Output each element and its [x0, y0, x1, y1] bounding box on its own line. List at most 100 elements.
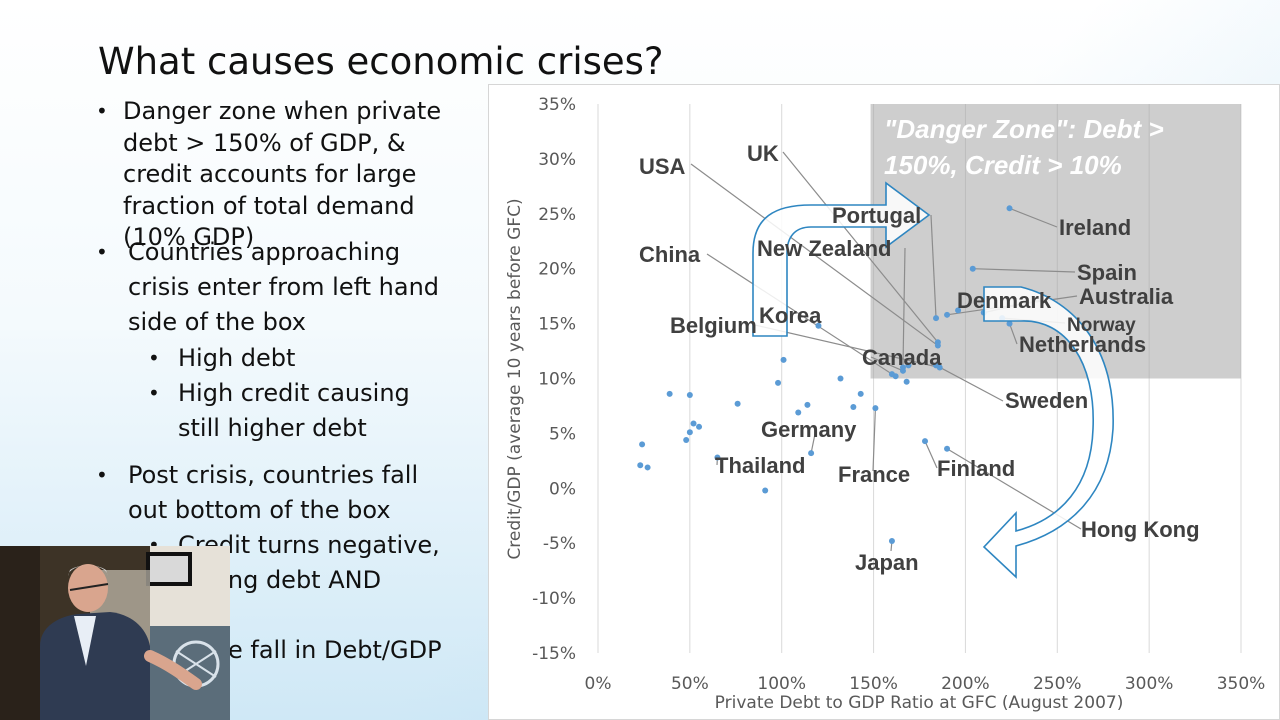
data-point-labeled: [933, 315, 940, 322]
bullet-text: High debt: [178, 344, 296, 372]
label-portugal: Portugal: [832, 203, 921, 228]
data-point: [683, 436, 690, 443]
data-point-labeled: [944, 311, 951, 318]
y-tick-label: -10%: [532, 589, 576, 609]
label-japan: Japan: [855, 550, 919, 575]
data-point: [639, 441, 646, 448]
scatter-chart: "Danger Zone": Debt > 150%, Credit > 10%…: [488, 84, 1280, 720]
leader-line: [924, 440, 938, 469]
bullet-dot-icon: •: [96, 99, 108, 123]
data-point: [837, 375, 844, 382]
axis-ticks: -15% -10% -5% 0% 5% 10% 15% 20% 25% 30% 35% 0% 50% 10…: [532, 95, 1265, 694]
label-france: France: [838, 462, 910, 487]
leader-line: [930, 214, 937, 319]
x-axis-label: Private Debt to GDP Ratio at GFC (August…: [715, 693, 1124, 713]
bullet-dot-icon: •: [148, 346, 160, 370]
label-ireland: Ireland: [1059, 215, 1131, 240]
data-point: [686, 429, 693, 436]
label-sweden: Sweden: [1005, 388, 1088, 413]
leader-line: [782, 151, 939, 343]
data-point-labeled: [714, 454, 721, 461]
data-point: [775, 379, 782, 386]
cycle-arrows: [752, 181, 1114, 579]
data-point-labeled: [815, 322, 822, 329]
y-tick-label: 25%: [538, 205, 576, 225]
leader-line: [902, 247, 906, 368]
data-point-labeled: [899, 367, 906, 374]
y-tick-label: 30%: [538, 150, 576, 170]
bullet-dot-icon: •: [148, 381, 160, 405]
data-point-labeled: [969, 265, 976, 272]
label-netherlands: Netherlands: [1019, 332, 1146, 357]
data-point: [955, 307, 962, 314]
y-tick-label: -5%: [543, 534, 576, 554]
x-tick-label: 50%: [671, 674, 709, 694]
data-points: [637, 205, 1013, 545]
presenter-video-icon: [0, 546, 230, 720]
x-tick-label: 100%: [757, 674, 806, 694]
y-tick-label: 10%: [538, 370, 576, 390]
data-point: [690, 420, 697, 427]
x-tick-label: 250%: [1033, 674, 1082, 694]
country-labels: Ireland Spain Denmark Australia Norway N…: [639, 141, 1200, 575]
bullet-dot-icon: •: [148, 533, 160, 557]
x-tick-label: 200%: [941, 674, 990, 694]
label-korea: Korea: [759, 303, 822, 328]
data-point: [903, 378, 910, 385]
danger-zone-label-line1: "Danger Zone": Debt >: [884, 114, 1164, 144]
y-axis-label: Credit/GDP (average 10 years before GFC): [505, 198, 525, 559]
leader-line: [706, 253, 893, 375]
y-tick-label: -15%: [532, 644, 576, 664]
y-tick-label: 35%: [538, 95, 576, 115]
data-point: [857, 390, 864, 397]
y-tick-label: 15%: [538, 315, 576, 335]
data-point: [734, 400, 741, 407]
data-point-labeled: [888, 371, 895, 378]
danger-zone-label-line2: 150%, Credit > 10%: [884, 150, 1122, 180]
y-tick-label: 0%: [549, 479, 576, 499]
label-finland: Finland: [937, 456, 1015, 481]
bullet-text: e fall in Debt/GDP: [228, 636, 442, 664]
label-new-zealand: New Zealand: [757, 236, 891, 261]
x-tick-label: 300%: [1125, 674, 1174, 694]
data-point-labeled: [934, 342, 941, 349]
label-uk: UK: [747, 141, 779, 166]
data-point-labeled: [922, 438, 929, 445]
data-point-labeled: [808, 450, 815, 457]
x-tick-label: 350%: [1217, 674, 1266, 694]
bullet-text: Danger zone when private debt > 150% of …: [123, 97, 442, 251]
webcam-overlay: [0, 546, 230, 720]
bullet-text: Post crisis, countries fall out bottom o…: [128, 461, 419, 524]
x-tick-label: 0%: [585, 674, 612, 694]
data-point-labeled: [933, 362, 940, 369]
label-australia: Australia: [1079, 284, 1174, 309]
leader-line: [810, 428, 817, 454]
data-point: [637, 462, 644, 469]
data-point-labeled: [1006, 320, 1013, 327]
label-china: China: [639, 242, 701, 267]
data-point: [666, 390, 673, 397]
leader-line: [972, 268, 1076, 273]
bullet-dot-icon: •: [96, 240, 108, 264]
bullet-dot-icon: •: [96, 463, 108, 487]
bullet-text: High credit causing still higher debt: [178, 379, 410, 442]
data-point: [780, 356, 787, 363]
leader-line: [935, 364, 1004, 402]
chart-canvas: "Danger Zone": Debt > 150%, Credit > 10%…: [505, 95, 1265, 713]
label-hong-kong: Hong Kong: [1081, 517, 1200, 542]
bullet-text: Countries approaching crisis enter from …: [128, 238, 440, 336]
data-point-labeled: [888, 538, 895, 545]
label-leader-lines: [690, 151, 1082, 552]
label-usa: USA: [639, 154, 686, 179]
data-point: [804, 401, 811, 408]
danger-zone: "Danger Zone": Debt > 150%, Credit > 10%: [870, 104, 1241, 379]
data-point-labeled: [944, 445, 951, 452]
data-point: [762, 487, 769, 494]
exit-arrow-icon: [982, 286, 1114, 579]
leader-line: [1008, 323, 1018, 345]
data-point: [905, 362, 912, 369]
entry-arrow-icon: [752, 181, 931, 337]
data-point-labeled: [872, 405, 879, 412]
leader-line: [1009, 207, 1058, 228]
data-point: [686, 391, 693, 398]
